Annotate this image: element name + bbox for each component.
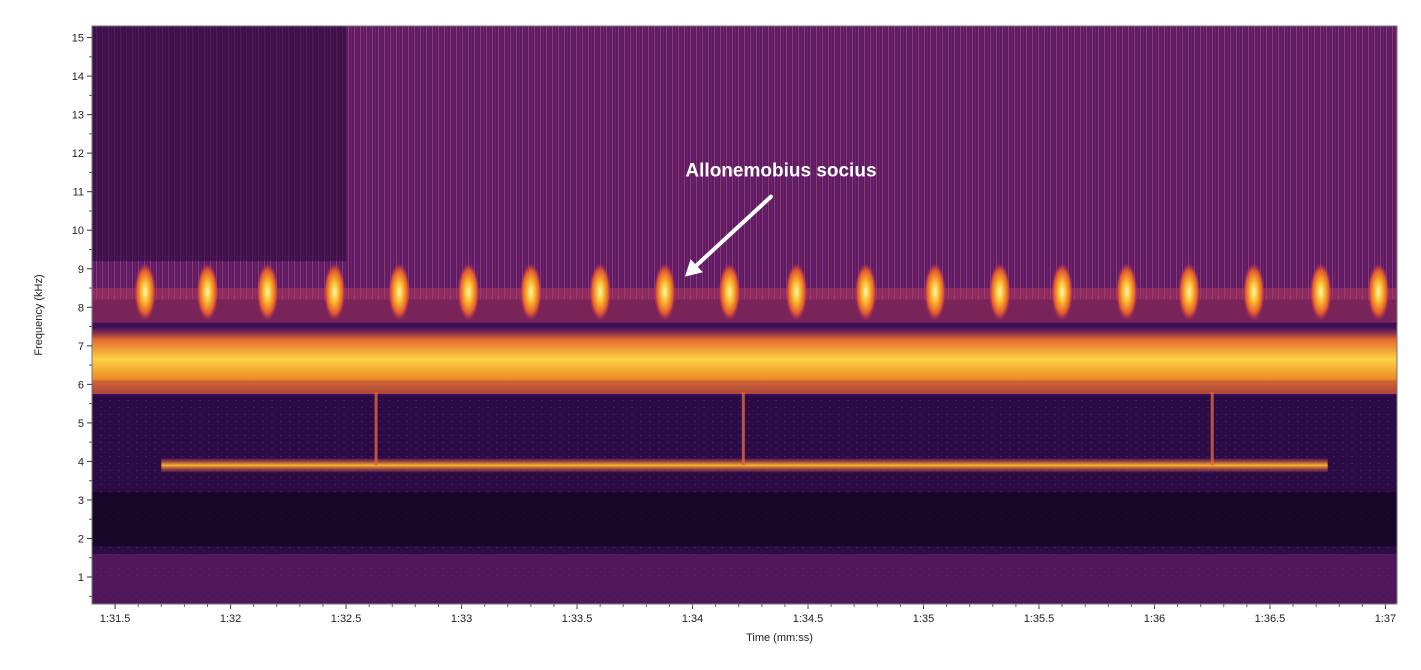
plot-frame [91, 25, 1398, 605]
x-tick-label-12: 1:37 [1375, 613, 1396, 625]
annotation-arrow-1 [690, 194, 773, 271]
x-tick-label-2: 1:32 [220, 613, 241, 625]
pulse-10 [718, 262, 741, 321]
y-tick-label-5: 5 [78, 418, 84, 430]
pulse-20 [1367, 262, 1390, 321]
x-tick-label-5: 1:33.5 [562, 613, 593, 625]
y-tick-label-14: 14 [72, 71, 84, 83]
continuous-band-lower-edge [92, 382, 1397, 394]
y-tick-label-7: 7 [78, 341, 84, 353]
x-tick-label-8: 1:35 [913, 613, 934, 625]
transient-3 [1210, 392, 1214, 466]
pulse-11 [785, 262, 808, 321]
annotations: Allonemobius socius [684, 161, 877, 277]
x-tick-label-6: 1:34 [682, 613, 703, 625]
x-tick-label-4: 1:33 [451, 613, 472, 625]
y-tick-label-3: 3 [78, 495, 84, 507]
pulse-7 [519, 262, 542, 321]
x-tick-label-1: 1:31.5 [100, 613, 131, 625]
pulse-18 [1242, 262, 1265, 321]
y-tick-label-9: 9 [78, 264, 84, 276]
pulse-12 [854, 262, 877, 321]
y-tick-label-1: 1 [78, 572, 84, 584]
x-tick-label-10: 1:36 [1144, 613, 1165, 625]
pulse-15 [1051, 262, 1074, 321]
y-axis-title: Frequency (kHz) [33, 274, 45, 355]
pulse-16 [1115, 262, 1138, 321]
pulse-3 [256, 262, 279, 321]
y-tick-label-10: 10 [72, 225, 84, 237]
pulse-13 [924, 262, 947, 321]
pulse-4 [323, 262, 346, 321]
pulse-8 [589, 262, 612, 321]
pulse-17 [1178, 262, 1201, 321]
plot-area [92, 26, 1397, 604]
pulse-19 [1309, 262, 1332, 321]
low-freq-noise [92, 553, 1397, 604]
y-tick-label-15: 15 [72, 33, 84, 45]
pulse-1 [134, 262, 157, 321]
pulse-6 [457, 262, 480, 321]
pulse-9 [653, 262, 676, 321]
annotation-label-1: Allonemobius socius [685, 161, 876, 182]
transient-1 [374, 392, 378, 466]
continuous-band [92, 326, 1397, 393]
pulse-14 [988, 262, 1011, 321]
dark-low-band [92, 492, 1397, 547]
y-tick-label-4: 4 [78, 456, 84, 468]
x-tick-label-11: 1:36.5 [1255, 613, 1286, 625]
x-axis-title: Time (mm:ss) [746, 632, 813, 644]
x-tick-label-3: 1:32.5 [331, 613, 362, 625]
pulse-2 [196, 262, 219, 321]
dark-zone [92, 26, 347, 262]
x-tick-label-9: 1:35.5 [1024, 613, 1055, 625]
transient-2 [741, 392, 745, 466]
pulse-band-haze [92, 288, 1397, 323]
y-tick-label-12: 12 [72, 148, 84, 160]
y-tick-label-13: 13 [72, 110, 84, 122]
pulse-5 [388, 262, 411, 321]
y-tick-label-2: 2 [78, 533, 84, 545]
y-tick-label-8: 8 [78, 302, 84, 314]
annotation-arrowhead-1 [684, 259, 703, 277]
y-tick-label-6: 6 [78, 379, 84, 391]
y-tick-label-11: 11 [73, 187, 84, 199]
x-tick-label-7: 1:34.5 [793, 613, 824, 625]
